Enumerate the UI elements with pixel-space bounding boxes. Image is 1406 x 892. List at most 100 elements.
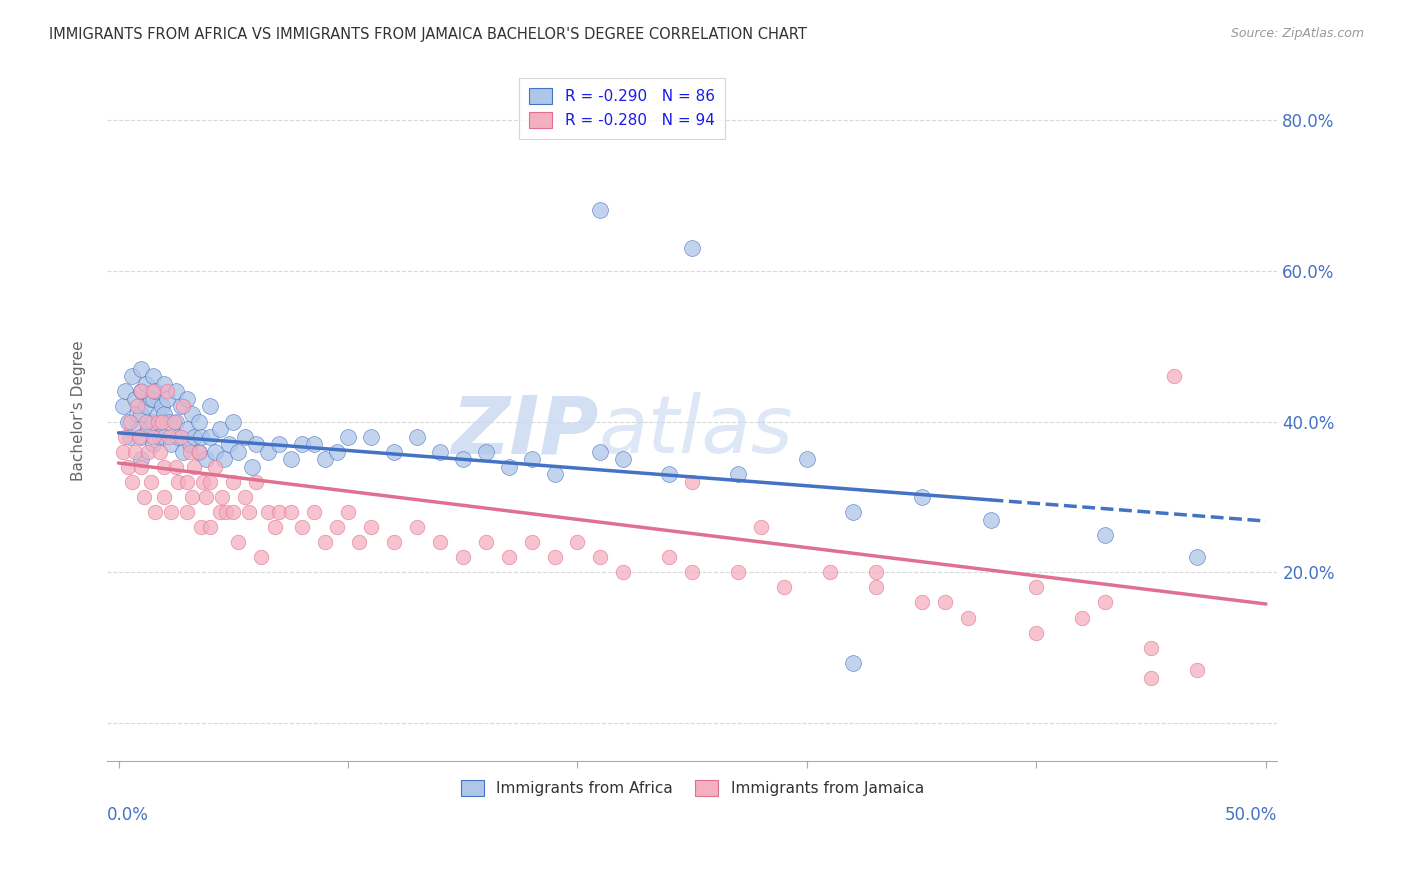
Point xyxy=(172,400,194,414)
Point xyxy=(176,505,198,519)
Point xyxy=(128,429,150,443)
Point xyxy=(176,475,198,489)
Point xyxy=(167,429,190,443)
Point xyxy=(233,490,256,504)
Point xyxy=(1163,369,1185,384)
Point xyxy=(250,550,273,565)
Point xyxy=(153,490,176,504)
Point xyxy=(256,444,278,458)
Point xyxy=(200,400,222,414)
Point xyxy=(291,437,314,451)
Point xyxy=(1094,595,1116,609)
Point xyxy=(146,415,169,429)
Point xyxy=(114,384,136,399)
Point xyxy=(132,490,155,504)
Point xyxy=(280,452,302,467)
Point xyxy=(204,459,226,474)
Point xyxy=(143,505,166,519)
Point xyxy=(520,452,543,467)
Point xyxy=(135,376,157,391)
Point xyxy=(349,535,371,549)
Point xyxy=(131,459,153,474)
Point xyxy=(911,595,934,609)
Point xyxy=(139,392,162,406)
Point xyxy=(179,444,201,458)
Point xyxy=(1025,625,1047,640)
Point xyxy=(114,429,136,443)
Point xyxy=(291,520,314,534)
Point xyxy=(193,475,215,489)
Point xyxy=(176,392,198,406)
Point xyxy=(190,429,212,443)
Point xyxy=(451,550,474,565)
Point xyxy=(429,444,451,458)
Point xyxy=(215,505,238,519)
Point xyxy=(520,535,543,549)
Point xyxy=(337,505,360,519)
Point xyxy=(1185,550,1208,565)
Point xyxy=(934,595,956,609)
Point xyxy=(1025,581,1047,595)
Point xyxy=(208,505,231,519)
Point xyxy=(156,384,179,399)
Point xyxy=(125,407,148,421)
Point xyxy=(222,475,245,489)
Point xyxy=(474,535,496,549)
Point xyxy=(212,452,235,467)
Point xyxy=(1140,671,1163,685)
Point xyxy=(658,467,681,482)
Point xyxy=(153,376,176,391)
Point xyxy=(226,535,249,549)
Point xyxy=(842,656,865,670)
Text: ZIP: ZIP xyxy=(451,392,599,470)
Point xyxy=(360,429,382,443)
Point xyxy=(1140,640,1163,655)
Point xyxy=(187,444,209,458)
Point xyxy=(245,437,267,451)
Point xyxy=(181,407,204,421)
Point xyxy=(543,550,565,565)
Point xyxy=(153,459,176,474)
Y-axis label: Bachelor's Degree: Bachelor's Degree xyxy=(72,340,86,481)
Point xyxy=(773,581,796,595)
Point xyxy=(138,444,160,458)
Point xyxy=(226,444,249,458)
Point xyxy=(125,400,148,414)
Point xyxy=(451,452,474,467)
Point xyxy=(135,400,157,414)
Point xyxy=(160,505,183,519)
Point xyxy=(142,392,165,406)
Point xyxy=(589,203,612,218)
Point xyxy=(1094,527,1116,541)
Point xyxy=(842,505,865,519)
Point xyxy=(156,392,179,406)
Point xyxy=(150,415,173,429)
Point xyxy=(167,475,190,489)
Point xyxy=(146,407,169,421)
Point xyxy=(749,520,772,534)
Point xyxy=(162,415,184,429)
Point xyxy=(169,429,191,443)
Text: IMMIGRANTS FROM AFRICA VS IMMIGRANTS FROM JAMAICA BACHELOR'S DEGREE CORRELATION : IMMIGRANTS FROM AFRICA VS IMMIGRANTS FRO… xyxy=(49,27,807,42)
Point xyxy=(200,429,222,443)
Point xyxy=(142,429,165,443)
Point xyxy=(233,429,256,443)
Point xyxy=(204,444,226,458)
Point xyxy=(160,437,183,451)
Point xyxy=(911,490,934,504)
Point xyxy=(165,384,187,399)
Point xyxy=(727,566,749,580)
Point xyxy=(208,422,231,436)
Point xyxy=(238,505,260,519)
Point xyxy=(142,415,165,429)
Point xyxy=(727,467,749,482)
Point xyxy=(302,437,325,451)
Point xyxy=(658,550,681,565)
Point xyxy=(956,610,979,624)
Point xyxy=(498,550,520,565)
Point xyxy=(405,520,427,534)
Point xyxy=(153,407,176,421)
Point xyxy=(124,392,146,406)
Point xyxy=(149,444,172,458)
Point xyxy=(124,444,146,458)
